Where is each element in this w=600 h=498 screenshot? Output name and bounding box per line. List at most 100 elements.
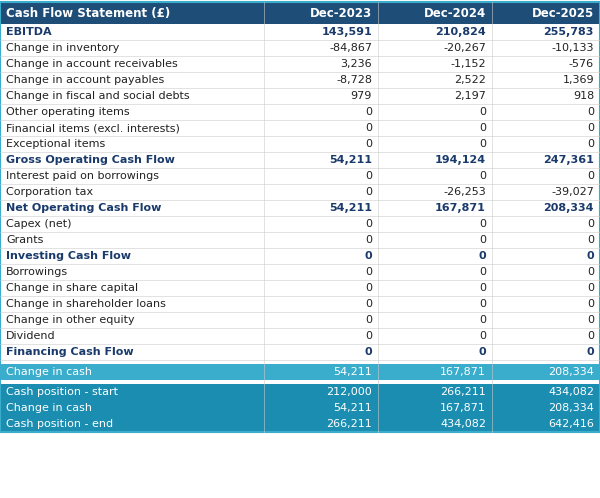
Bar bbox=[0, 248, 600, 264]
Bar bbox=[0, 2, 600, 24]
Text: 266,211: 266,211 bbox=[326, 419, 372, 429]
Text: 167,871: 167,871 bbox=[435, 203, 486, 213]
Text: 247,361: 247,361 bbox=[543, 155, 594, 165]
Text: -1,152: -1,152 bbox=[451, 59, 486, 69]
Text: 212,000: 212,000 bbox=[326, 387, 372, 397]
Text: 0: 0 bbox=[479, 299, 486, 309]
Text: 642,416: 642,416 bbox=[548, 419, 594, 429]
Text: Change in other equity: Change in other equity bbox=[6, 315, 134, 325]
Text: Grants: Grants bbox=[6, 235, 43, 245]
Text: Corporation tax: Corporation tax bbox=[6, 187, 93, 197]
Text: 0: 0 bbox=[365, 107, 372, 117]
Text: 0: 0 bbox=[365, 123, 372, 133]
Text: 0: 0 bbox=[365, 299, 372, 309]
Text: 0: 0 bbox=[587, 139, 594, 149]
Text: Dec-2025: Dec-2025 bbox=[532, 6, 594, 19]
Text: Change in inventory: Change in inventory bbox=[6, 43, 119, 53]
Bar bbox=[0, 104, 600, 120]
Text: 0: 0 bbox=[365, 219, 372, 229]
Text: 143,591: 143,591 bbox=[321, 27, 372, 37]
Text: Cash Flow Statement (£): Cash Flow Statement (£) bbox=[6, 6, 170, 19]
Bar bbox=[0, 24, 600, 40]
Bar bbox=[0, 416, 600, 432]
Text: 0: 0 bbox=[587, 219, 594, 229]
Text: 0: 0 bbox=[478, 251, 486, 261]
Text: 0: 0 bbox=[365, 267, 372, 277]
Text: 0: 0 bbox=[365, 331, 372, 341]
Bar bbox=[0, 400, 600, 416]
Text: 0: 0 bbox=[365, 315, 372, 325]
Text: 3,236: 3,236 bbox=[340, 59, 372, 69]
Text: 0: 0 bbox=[479, 315, 486, 325]
Bar bbox=[0, 136, 600, 152]
Text: 0: 0 bbox=[587, 299, 594, 309]
Text: 54,211: 54,211 bbox=[333, 367, 372, 377]
Bar bbox=[0, 328, 600, 344]
Text: 918: 918 bbox=[573, 91, 594, 101]
Text: 54,211: 54,211 bbox=[333, 403, 372, 413]
Text: Capex (net): Capex (net) bbox=[6, 219, 71, 229]
Text: 208,334: 208,334 bbox=[548, 403, 594, 413]
Text: Dec-2024: Dec-2024 bbox=[424, 6, 486, 19]
Text: 210,824: 210,824 bbox=[435, 27, 486, 37]
Bar bbox=[0, 232, 600, 248]
Text: 266,211: 266,211 bbox=[440, 387, 486, 397]
Text: 434,082: 434,082 bbox=[440, 419, 486, 429]
Text: 208,334: 208,334 bbox=[544, 203, 594, 213]
Text: Financial items (excl. interests): Financial items (excl. interests) bbox=[6, 123, 180, 133]
Text: -26,253: -26,253 bbox=[443, 187, 486, 197]
Text: 434,082: 434,082 bbox=[548, 387, 594, 397]
Text: -39,027: -39,027 bbox=[551, 187, 594, 197]
Text: Exceptional items: Exceptional items bbox=[6, 139, 105, 149]
Text: -20,267: -20,267 bbox=[443, 43, 486, 53]
Text: Change in shareholder loans: Change in shareholder loans bbox=[6, 299, 166, 309]
Text: Financing Cash Flow: Financing Cash Flow bbox=[6, 347, 134, 357]
Text: 0: 0 bbox=[479, 171, 486, 181]
Bar bbox=[0, 296, 600, 312]
Text: Borrowings: Borrowings bbox=[6, 267, 68, 277]
Text: -84,867: -84,867 bbox=[329, 43, 372, 53]
Bar bbox=[0, 56, 600, 72]
Text: Dec-2023: Dec-2023 bbox=[310, 6, 372, 19]
Text: 54,211: 54,211 bbox=[329, 203, 372, 213]
Bar bbox=[0, 40, 600, 56]
Text: 0: 0 bbox=[479, 107, 486, 117]
Text: 194,124: 194,124 bbox=[435, 155, 486, 165]
Text: 0: 0 bbox=[587, 123, 594, 133]
Text: Change in share capital: Change in share capital bbox=[6, 283, 138, 293]
Bar bbox=[0, 344, 600, 360]
Text: 0: 0 bbox=[587, 331, 594, 341]
Text: 0: 0 bbox=[587, 267, 594, 277]
Text: 0: 0 bbox=[479, 267, 486, 277]
Text: 54,211: 54,211 bbox=[329, 155, 372, 165]
Text: 167,871: 167,871 bbox=[440, 367, 486, 377]
Text: 0: 0 bbox=[479, 123, 486, 133]
Text: 979: 979 bbox=[350, 91, 372, 101]
Text: 2,197: 2,197 bbox=[454, 91, 486, 101]
Text: Change in account receivables: Change in account receivables bbox=[6, 59, 178, 69]
Bar bbox=[0, 380, 600, 384]
Text: 167,871: 167,871 bbox=[440, 403, 486, 413]
Text: 0: 0 bbox=[587, 107, 594, 117]
Text: -576: -576 bbox=[569, 59, 594, 69]
Text: Change in account payables: Change in account payables bbox=[6, 75, 164, 85]
Bar bbox=[0, 360, 600, 364]
Text: Investing Cash Flow: Investing Cash Flow bbox=[6, 251, 131, 261]
Text: Change in fiscal and social debts: Change in fiscal and social debts bbox=[6, 91, 190, 101]
Text: Other operating items: Other operating items bbox=[6, 107, 130, 117]
Bar bbox=[0, 120, 600, 136]
Bar bbox=[0, 216, 600, 232]
Bar bbox=[0, 2, 600, 432]
Text: 0: 0 bbox=[479, 219, 486, 229]
Text: 208,334: 208,334 bbox=[548, 367, 594, 377]
Bar bbox=[0, 184, 600, 200]
Text: 0: 0 bbox=[365, 283, 372, 293]
Text: Change in cash: Change in cash bbox=[6, 403, 92, 413]
Text: 0: 0 bbox=[364, 347, 372, 357]
Text: 0: 0 bbox=[365, 235, 372, 245]
Text: 0: 0 bbox=[586, 347, 594, 357]
Bar bbox=[0, 200, 600, 216]
Text: Gross Operating Cash Flow: Gross Operating Cash Flow bbox=[6, 155, 175, 165]
Bar bbox=[0, 312, 600, 328]
Text: Cash position - end: Cash position - end bbox=[6, 419, 113, 429]
